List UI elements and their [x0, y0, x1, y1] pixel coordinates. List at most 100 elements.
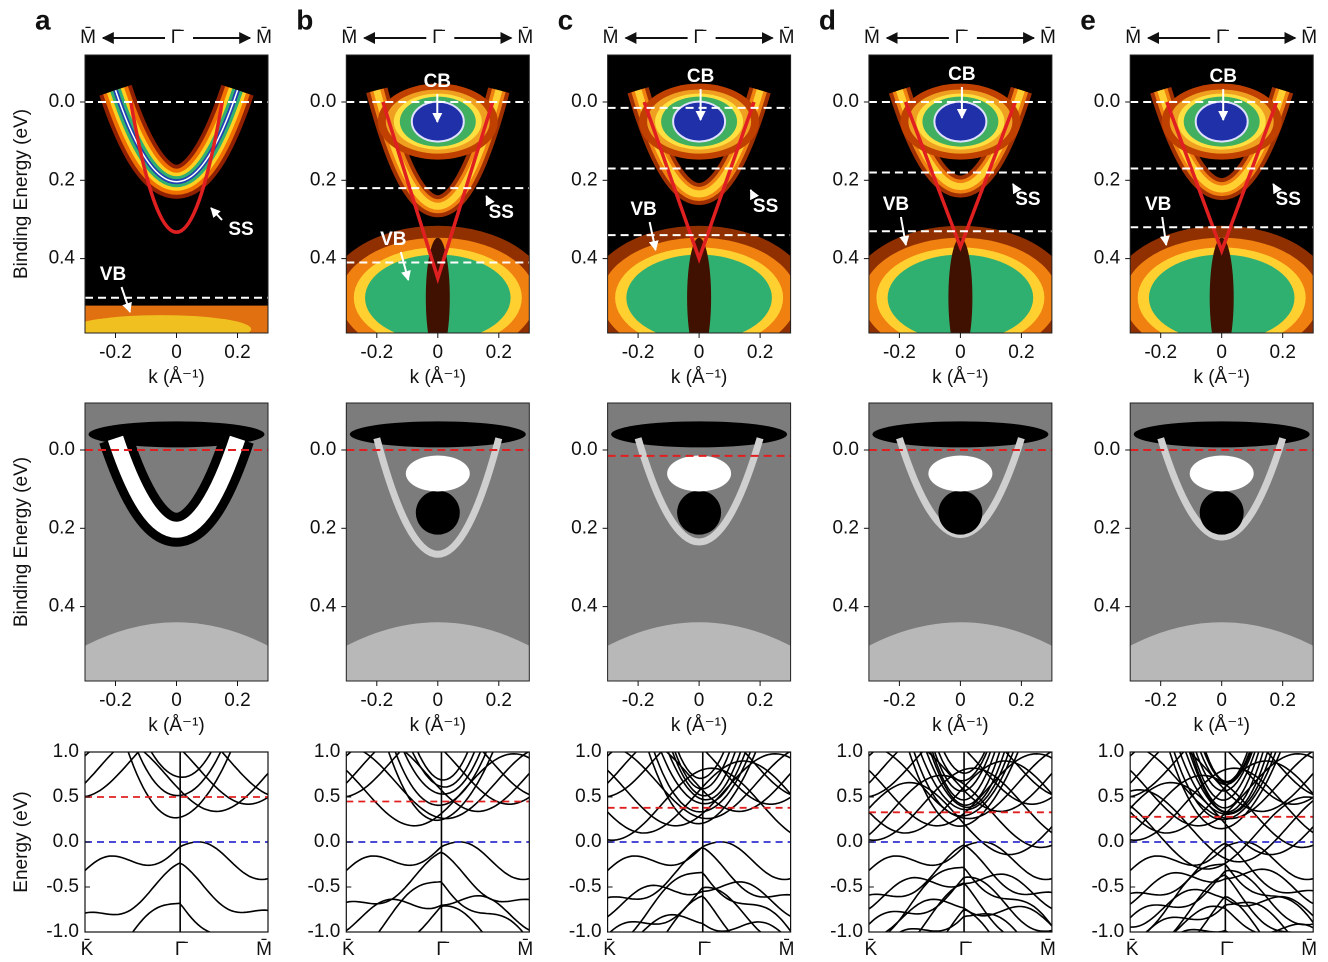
annotation: CB — [948, 64, 975, 85]
band — [884, 752, 1052, 820]
y-tick-label: 0.0 — [49, 91, 75, 112]
y-tick-label: 0.4 — [49, 248, 76, 269]
band — [137, 752, 222, 797]
surface-state — [634, 437, 764, 546]
vb-texture — [868, 622, 1052, 681]
direction-label: M̄ — [1125, 27, 1141, 48]
y-tick-label: 0.0 — [49, 439, 75, 460]
x-tick-label: K̄ — [603, 939, 616, 960]
direction-label: M̄ — [1040, 27, 1056, 48]
x-tick-label: Γ̄ — [698, 939, 711, 960]
x-tick-label: Γ̄ — [436, 939, 449, 960]
y-tick-label: 0.4 — [571, 596, 598, 617]
x-tick-label: -0.2 — [883, 690, 916, 711]
x-tick-label: 0 — [433, 342, 444, 363]
band — [1197, 895, 1261, 932]
x-axis-label: k (Å⁻¹) — [410, 367, 466, 388]
conduction-band — [415, 490, 460, 535]
y-tick-label: 0.2 — [571, 517, 597, 538]
band — [671, 752, 736, 797]
band — [150, 752, 212, 779]
arpes-image — [868, 403, 1052, 681]
y-axis-label: Binding Energy (eV) — [11, 457, 32, 627]
conduction-band — [405, 455, 470, 492]
x-tick-label: 0.2 — [224, 342, 250, 363]
x-tick-label: 0.2 — [747, 342, 773, 363]
y-tick-label: 0.0 — [1094, 439, 1120, 460]
y-tick-label: 0.0 — [571, 91, 597, 112]
conduction-band — [1199, 490, 1244, 535]
band — [85, 752, 268, 805]
vb-texture — [85, 622, 268, 681]
y-tick-label: 0.4 — [49, 596, 76, 617]
y-tick-label: 1.0 — [314, 741, 340, 762]
band — [1130, 888, 1314, 928]
annotation: SS — [489, 202, 514, 223]
dark-band — [349, 421, 526, 448]
panel-label: c — [558, 4, 574, 35]
band — [346, 752, 530, 805]
y-tick-label: 0.5 — [53, 786, 79, 807]
y-tick-label: 0.2 — [49, 517, 75, 538]
y-tick-label: 0.0 — [571, 439, 597, 460]
y-tick-label: 0.0 — [53, 831, 79, 852]
y-tick-label: 0.0 — [836, 831, 862, 852]
arpes-image — [346, 403, 530, 681]
annotation: SS — [1276, 189, 1301, 210]
band-structure — [85, 752, 268, 932]
band — [660, 752, 747, 805]
band — [1130, 840, 1314, 881]
y-tick-label: 0.2 — [832, 517, 858, 538]
x-tick-label: 0.2 — [486, 690, 512, 711]
x-axis-label: k (Å⁻¹) — [148, 367, 204, 388]
band — [403, 752, 482, 795]
annotation-arrow — [1159, 216, 1170, 246]
direction-label: Γ̄ — [1216, 27, 1229, 48]
band — [387, 752, 494, 822]
band — [346, 895, 530, 932]
x-tick-label: -0.2 — [883, 342, 916, 363]
vb-band — [1209, 237, 1234, 333]
x-tick-label: K̄ — [865, 939, 878, 960]
annotation: CB — [1209, 66, 1236, 87]
x-tick-label: Γ̄ — [959, 939, 972, 960]
band — [1130, 796, 1314, 870]
direction-label: M̄ — [80, 27, 96, 48]
band — [868, 774, 1052, 849]
annotation-arrow — [1272, 183, 1283, 195]
annotation-arrow — [120, 286, 132, 313]
annotation: SS — [753, 196, 778, 217]
y-axis-label: Energy (eV) — [11, 791, 32, 892]
x-tick-label: Γ̄ — [1220, 939, 1233, 960]
band — [1145, 901, 1289, 932]
x-axis-label: k (Å⁻¹) — [932, 715, 988, 736]
x-tick-label: 0.2 — [1008, 690, 1034, 711]
band — [1204, 752, 1249, 783]
x-tick-label: -0.2 — [99, 690, 132, 711]
band — [417, 905, 484, 932]
dark-band — [1133, 421, 1310, 448]
x-tick-label: 0 — [171, 342, 182, 363]
band — [607, 846, 791, 901]
y-tick-label: 0.2 — [1094, 169, 1120, 190]
band — [631, 871, 791, 932]
band — [85, 752, 268, 813]
y-tick-label: 0.0 — [1094, 91, 1120, 112]
arpes-image — [607, 403, 791, 681]
band — [131, 902, 213, 932]
x-tick-label: 0.2 — [224, 690, 250, 711]
x-tick-label: 0.2 — [747, 690, 773, 711]
band — [411, 752, 476, 788]
x-tick-label: 0.2 — [1269, 342, 1295, 363]
dispersion-guide — [1165, 101, 1279, 256]
band — [346, 752, 530, 798]
surface-state — [373, 437, 503, 558]
y-tick-label: -1.0 — [1091, 921, 1124, 942]
dispersion-guide — [381, 101, 495, 285]
x-tick-label: M̄ — [517, 939, 533, 960]
band — [346, 840, 530, 881]
y-tick-label: 0.4 — [571, 248, 598, 269]
x-tick-label: M̄ — [1040, 939, 1056, 960]
x-tick-label: K̄ — [81, 939, 94, 960]
x-tick-label: M̄ — [256, 939, 272, 960]
